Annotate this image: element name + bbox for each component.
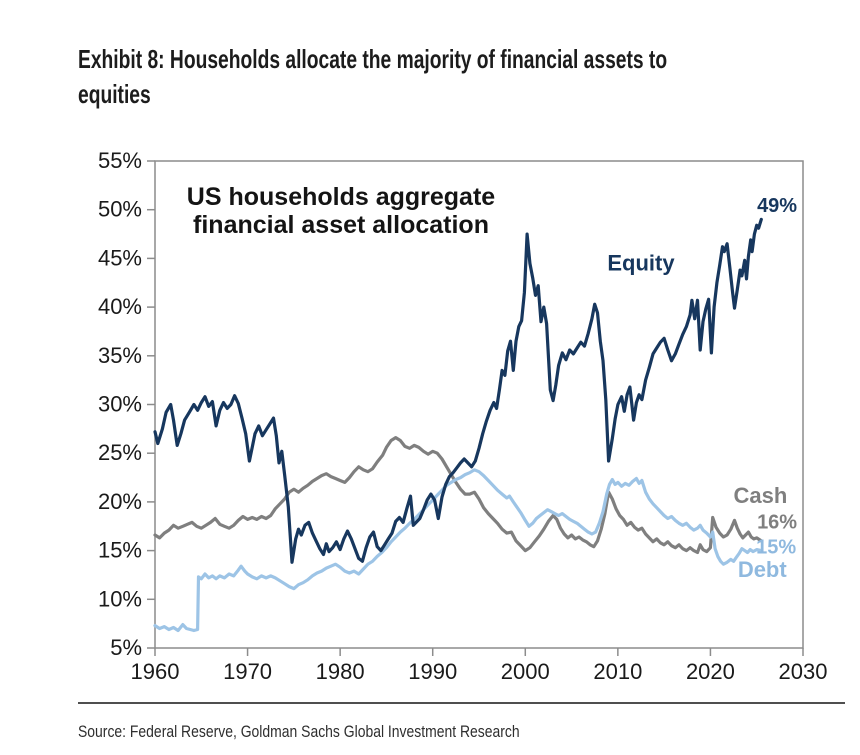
y-tick-label: 5% bbox=[110, 635, 142, 660]
y-tick-label: 10% bbox=[98, 586, 142, 611]
x-tick-label: 1980 bbox=[316, 659, 365, 684]
label-debt: Debt bbox=[738, 557, 788, 582]
x-tick-label: 1960 bbox=[131, 659, 180, 684]
label-equity: Equity bbox=[607, 250, 675, 275]
label-cash: Cash bbox=[734, 483, 788, 508]
exhibit-title-line2: equities bbox=[78, 79, 151, 109]
y-tick-label: 45% bbox=[98, 245, 142, 270]
allocation-line-chart: 55% 50% 45% 40% 35% 30% 25% 20% 15% 10% 5%1960 1970… bbox=[98, 148, 828, 684]
exhibit-title-line1: Exhibit 8: Households allocate the major… bbox=[78, 44, 668, 74]
chart-title-line1: US households aggregate bbox=[187, 183, 495, 211]
label-16pct: 16% bbox=[757, 511, 797, 533]
x-tick-label: 1970 bbox=[223, 659, 272, 684]
y-tick-label: 35% bbox=[98, 343, 142, 368]
y-tick-label: 25% bbox=[98, 440, 142, 465]
y-tick-label: 55% bbox=[98, 148, 142, 173]
debt-line bbox=[153, 468, 763, 633]
x-tick-label: 2020 bbox=[686, 659, 735, 684]
label-15pct: 15% bbox=[756, 537, 796, 559]
footer-divider bbox=[78, 702, 845, 704]
y-tick-label: 30% bbox=[98, 392, 142, 417]
cash-line bbox=[153, 436, 763, 555]
chart-title-line2: financial asset allocation bbox=[193, 211, 489, 239]
equity-line bbox=[153, 217, 763, 564]
y-tick-label: 40% bbox=[98, 294, 142, 319]
x-tick-label: 1990 bbox=[408, 659, 457, 684]
x-tick-label: 2000 bbox=[501, 659, 550, 684]
exhibit-title: Exhibit 8: Households allocate the major… bbox=[78, 42, 667, 112]
y-tick-label: 50% bbox=[98, 197, 142, 222]
source-note: Source: Federal Reserve, Goldman Sachs G… bbox=[78, 722, 520, 741]
y-tick-label: 20% bbox=[98, 489, 142, 514]
label-49pct: 49% bbox=[757, 195, 797, 217]
x-tick-label: 2030 bbox=[779, 659, 828, 684]
x-tick-label: 2010 bbox=[593, 659, 642, 684]
y-tick-label: 15% bbox=[98, 538, 142, 563]
